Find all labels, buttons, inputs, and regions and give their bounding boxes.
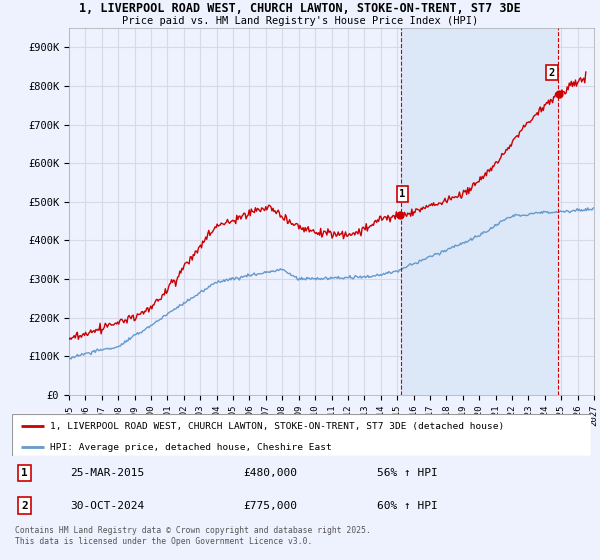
Text: Price paid vs. HM Land Registry's House Price Index (HPI): Price paid vs. HM Land Registry's House … xyxy=(122,16,478,26)
Text: 1, LIVERPOOL ROAD WEST, CHURCH LAWTON, STOKE-ON-TRENT, ST7 3DE (detached house): 1, LIVERPOOL ROAD WEST, CHURCH LAWTON, S… xyxy=(50,422,504,431)
Text: 30-OCT-2024: 30-OCT-2024 xyxy=(70,501,144,511)
Text: 25-MAR-2015: 25-MAR-2015 xyxy=(70,468,144,478)
Text: 2: 2 xyxy=(549,68,555,78)
Text: Contains HM Land Registry data © Crown copyright and database right 2025.
This d: Contains HM Land Registry data © Crown c… xyxy=(15,526,371,546)
Text: 1, LIVERPOOL ROAD WEST, CHURCH LAWTON, STOKE-ON-TRENT, ST7 3DE: 1, LIVERPOOL ROAD WEST, CHURCH LAWTON, S… xyxy=(79,2,521,15)
Bar xyxy=(401,28,559,395)
Text: 1: 1 xyxy=(22,468,28,478)
Text: 56% ↑ HPI: 56% ↑ HPI xyxy=(377,468,437,478)
Text: £775,000: £775,000 xyxy=(244,501,298,511)
Text: £480,000: £480,000 xyxy=(244,468,298,478)
Text: HPI: Average price, detached house, Cheshire East: HPI: Average price, detached house, Ches… xyxy=(50,442,331,452)
Text: 60% ↑ HPI: 60% ↑ HPI xyxy=(377,501,437,511)
Text: 2: 2 xyxy=(22,501,28,511)
Text: 1: 1 xyxy=(400,189,406,199)
